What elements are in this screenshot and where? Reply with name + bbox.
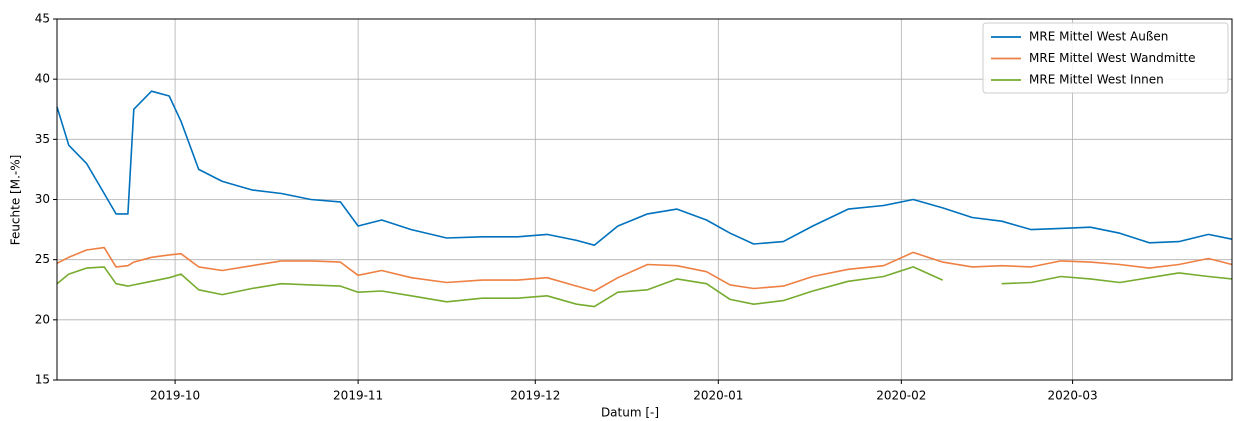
series-line (56, 246, 1233, 292)
x-axis-label: Datum [-] (601, 406, 659, 420)
series-line (56, 90, 1233, 246)
y-tick-label: 30 (35, 192, 50, 206)
series-line (56, 266, 1233, 308)
x-tick-label: 2019-10 (150, 389, 200, 403)
legend-box (982, 22, 1229, 94)
legend-label: MRE Mittel West Wandmitte (1029, 51, 1196, 65)
plot-frame (56, 18, 1233, 381)
y-tick-label: 15 (35, 373, 50, 387)
y-axis-label: Feuchte [M.-%] (9, 155, 23, 246)
x-tick-label: 2020-01 (693, 389, 743, 403)
y-tick-label: 40 (35, 72, 50, 86)
y-tick-label: 20 (35, 312, 50, 326)
y-tick-label: 45 (35, 12, 50, 26)
x-tick-label: 2019-12 (510, 389, 560, 403)
y-tick-label: 25 (35, 252, 50, 266)
x-tick-label: 2020-02 (876, 389, 926, 403)
legend-label: MRE Mittel West Innen (1029, 73, 1164, 87)
legend-label: MRE Mittel West Außen (1029, 30, 1168, 44)
x-tick-label: 2020-03 (1048, 389, 1098, 403)
y-tick-label: 35 (35, 132, 50, 146)
x-tick-label: 2019-11 (333, 389, 383, 403)
